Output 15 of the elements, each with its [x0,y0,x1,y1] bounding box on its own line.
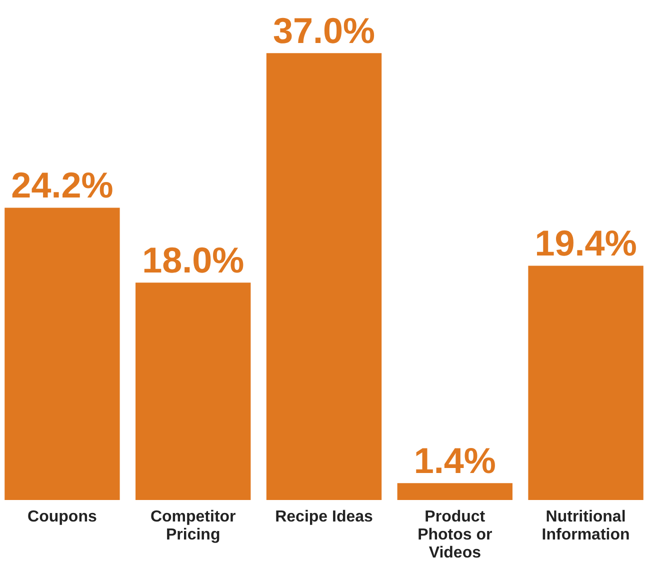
bar [397,483,512,500]
bar [4,208,120,500]
bar [136,282,251,500]
x-tick-label: Nutritional Information [542,508,630,544]
data-label: 19.4% [534,222,637,264]
data-label: 37.0% [272,10,376,52]
data-label: 1.4% [414,440,496,482]
bar [528,266,644,500]
data-label: 18.0% [142,240,244,281]
x-tick-label: Coupons [28,508,97,526]
x-tick-label: Recipe Ideas [275,508,374,526]
bar [266,53,382,500]
x-tick-label: Competitor Pricing [150,508,236,544]
x-tick-label: Product Photos or Videos [418,508,492,562]
data-label: 24.2% [11,164,114,206]
